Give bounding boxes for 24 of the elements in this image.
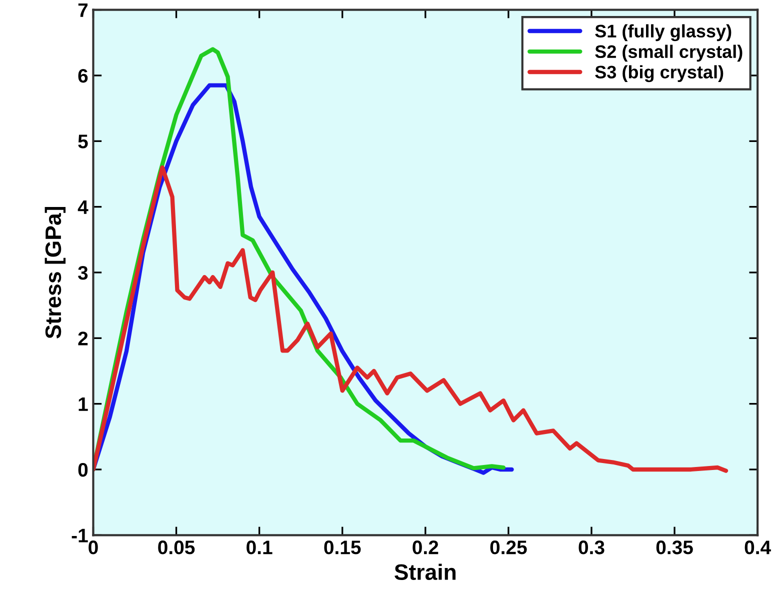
y-tick-label: 3 <box>78 266 88 280</box>
y-tick-label: -1 <box>72 528 88 542</box>
legend-label: S1 (fully glassy) <box>595 24 732 42</box>
line-series <box>93 165 728 473</box>
x-tick-label: 0.15 <box>324 540 361 554</box>
y-axis-title: Stress [GPa] <box>44 207 66 339</box>
y-tick-label: 2 <box>78 332 88 346</box>
x-tick-label: 0.3 <box>578 540 604 554</box>
y-tick-label: 7 <box>78 3 88 17</box>
y-tick-label: 5 <box>78 134 88 148</box>
y-tick-label: 0 <box>78 462 88 477</box>
y-tick-label: 4 <box>78 200 88 214</box>
x-tick-label: 0.2 <box>412 540 438 554</box>
legend-label: S3 (big crystal) <box>595 65 724 82</box>
x-tick-label: 0.4 <box>744 540 771 554</box>
x-axis-title: Strain <box>394 564 456 580</box>
y-tick-label: 6 <box>78 68 88 83</box>
x-tick-label: 0 <box>88 540 98 554</box>
x-tick-label: 0.1 <box>246 540 272 554</box>
x-tick-label: 0.05 <box>158 540 195 554</box>
legend-label: S2 (small crystal) <box>595 44 742 62</box>
x-tick-label: 0.25 <box>490 540 527 554</box>
y-tick-label: 1 <box>78 397 88 411</box>
x-tick-label: 0.35 <box>656 540 693 554</box>
